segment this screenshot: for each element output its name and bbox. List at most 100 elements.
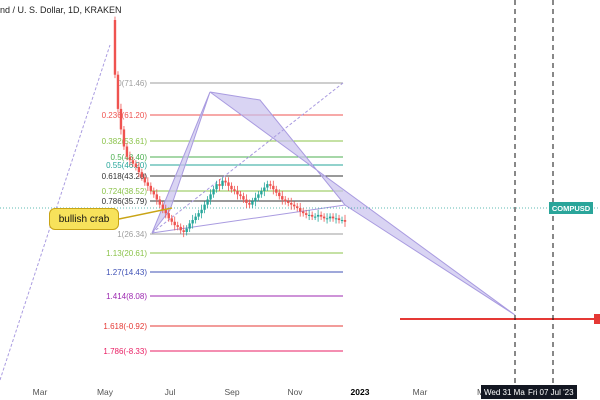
candle-body	[134, 163, 138, 168]
candle-body	[337, 218, 341, 221]
candle-body	[161, 204, 164, 210]
candle-body	[221, 180, 224, 186]
candle-body	[209, 194, 212, 200]
fib-label-1.27: 1.27(14.43)	[106, 268, 147, 277]
candle-body	[182, 230, 185, 232]
candle-body	[284, 199, 287, 202]
fib-label-1: 1(26.34)	[117, 230, 147, 239]
fibonacci-levels: 0(71.46)0.236(61.20)0.382(53.61)0.5(48.4…	[102, 79, 343, 356]
candle-body	[113, 20, 117, 75]
candle-body	[266, 184, 269, 188]
candle-body	[116, 74, 120, 109]
candle-body	[328, 216, 332, 219]
x-axis-label: 2023	[351, 387, 370, 397]
date-tag-2: Fri 07 Jul '23	[525, 385, 577, 399]
candle-body	[287, 201, 290, 203]
candle-body	[140, 172, 144, 178]
candle-body	[203, 204, 206, 210]
harmonic-pattern-xab-triangle	[151, 91, 211, 234]
candle-body	[146, 182, 150, 186]
candle-body	[137, 167, 141, 173]
candle-body	[275, 189, 278, 193]
candle-body	[334, 218, 338, 220]
candle-body	[170, 218, 173, 222]
candle-body	[224, 180, 227, 183]
candle-body	[272, 185, 275, 190]
candle-body	[155, 194, 159, 200]
candle-body	[206, 199, 209, 205]
fib-label-1.13: 1.13(20.61)	[106, 249, 147, 258]
x-axis-label: May	[97, 387, 114, 397]
candle-body	[313, 216, 317, 218]
candle-body	[304, 213, 308, 215]
candle-body	[307, 214, 311, 216]
candle-body	[215, 184, 218, 190]
candle-body	[331, 216, 335, 219]
candle-body	[298, 208, 302, 212]
candle-body	[143, 177, 147, 183]
candle-body	[319, 214, 323, 217]
candle-body	[164, 209, 167, 214]
fib-label-0.55: 0.55(46.20)	[106, 161, 147, 170]
candle-body	[173, 221, 176, 226]
candle-body	[263, 187, 266, 191]
candle-body	[131, 160, 135, 164]
candle-body	[233, 189, 236, 191]
candle-body	[197, 213, 200, 217]
candle-body	[254, 197, 257, 202]
candle-body	[194, 216, 197, 221]
callout-pointer	[118, 207, 173, 220]
bullish-crab-callout[interactable]: bullish crab	[49, 208, 119, 230]
candle-body	[322, 216, 326, 219]
fib-label-0.618: 0.618(43.20)	[102, 172, 148, 181]
candle-body	[296, 206, 299, 209]
candle-body	[158, 199, 161, 205]
candle-body	[239, 194, 242, 197]
x-axis-label: Jul	[165, 387, 176, 397]
candle-body	[188, 223, 191, 229]
candle-body	[281, 196, 284, 200]
fib-label-0.724: 0.724(38.52)	[102, 187, 148, 196]
candle-body	[191, 220, 194, 224]
candle-body	[316, 214, 320, 217]
fib-label-1.414: 1.414(8.08)	[106, 292, 147, 301]
candle-body	[227, 182, 230, 186]
candle-body	[245, 199, 248, 203]
x-axis-label: Mar	[33, 387, 48, 397]
candle-body	[278, 192, 281, 197]
candle-body	[310, 214, 314, 217]
x-axis-label: Sep	[224, 387, 239, 397]
candle-body	[212, 189, 215, 195]
candle-body	[242, 196, 245, 200]
candle-body	[290, 202, 293, 205]
fib-label-0: 0(71.46)	[117, 79, 147, 88]
date-tag-1: Wed 31 Ma	[481, 385, 528, 399]
candle-body	[167, 213, 170, 219]
candle-body	[260, 190, 263, 195]
candle-body	[149, 185, 153, 191]
fib-label-0.236: 0.236(61.20)	[102, 111, 148, 120]
candle-body	[125, 146, 129, 157]
candle-body	[301, 211, 305, 214]
candlestick-series	[113, 16, 347, 238]
red-line-handle[interactable]	[594, 314, 600, 324]
x-axis-label: Nov	[287, 387, 303, 397]
x-axis-label: Mar	[413, 387, 428, 397]
candle-body	[218, 184, 221, 186]
candle-body	[236, 190, 239, 195]
candle-body	[179, 226, 182, 231]
candle-body	[293, 204, 296, 207]
candle-body	[340, 220, 344, 222]
fib-label-0.786: 0.786(35.79)	[102, 197, 148, 206]
candle-body	[152, 190, 156, 195]
candle-body	[257, 194, 260, 198]
x-axis: MarMayJulSepNov2023MarMay	[33, 387, 494, 397]
candle-body	[248, 202, 251, 205]
candle-body	[230, 185, 233, 190]
candle-body	[343, 220, 347, 222]
candle-body	[185, 228, 188, 232]
candle-body	[128, 156, 132, 161]
candle-body	[200, 209, 203, 214]
candle-body	[176, 225, 179, 227]
